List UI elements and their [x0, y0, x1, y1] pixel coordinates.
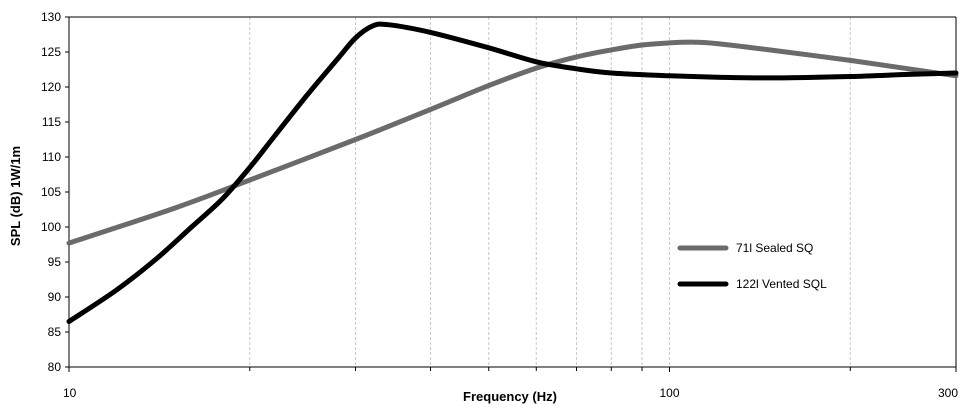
y-tick-label: 115	[42, 115, 61, 129]
x-tick-label: 100	[659, 386, 679, 400]
y-tick-label: 90	[48, 290, 62, 304]
y-axis-title: SPL (dB) 1W/1m	[8, 146, 23, 246]
grid	[249, 17, 851, 367]
y-tick-label: 110	[42, 150, 61, 164]
y-tick-label: 80	[48, 360, 62, 374]
y-tick-label: 105	[41, 185, 61, 199]
legend: 71l Sealed SQ 122l Vented SQL	[677, 241, 827, 291]
series-line-1	[66, 39, 959, 246]
y-tick-label: 130	[41, 10, 61, 24]
legend-label-2: 122l Vented SQL	[736, 277, 827, 291]
y-tick-label: 120	[41, 80, 61, 94]
series-line-2	[66, 21, 959, 324]
y-tick-label: 95	[48, 255, 62, 269]
axes: 80 85 90 95 100 105 110 115 120 125 130 10 100 300	[41, 10, 958, 400]
x-axis-title: Frequency (Hz)	[463, 389, 557, 404]
x-tick-label: 10	[63, 386, 77, 400]
x-tick-label: 300	[938, 386, 958, 400]
y-tick-label: 125	[41, 45, 61, 59]
series-lines	[66, 21, 959, 324]
legend-label-1: 71l Sealed SQ	[736, 241, 813, 255]
y-tick-label: 100	[41, 220, 61, 234]
y-tick-label: 85	[48, 325, 62, 339]
